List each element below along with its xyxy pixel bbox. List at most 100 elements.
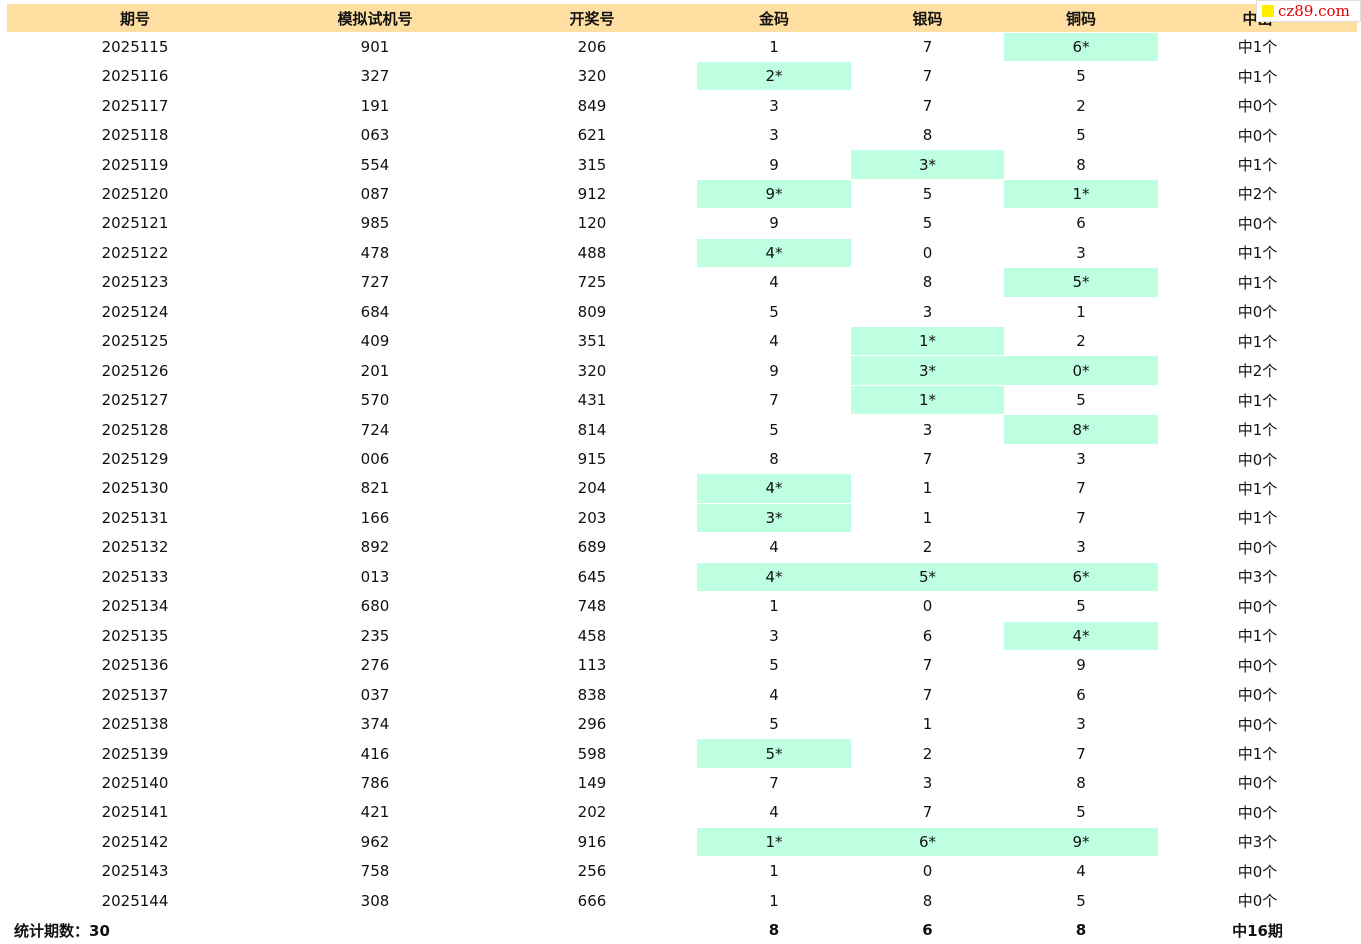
cell: 7 [922,96,933,115]
cell: 7 [922,685,933,704]
cell: 748 [577,597,607,616]
cell: 2025133 [101,567,169,586]
cell: 5 [1076,803,1086,822]
hit-cell: 4* [697,562,851,592]
cell: 7 [922,656,933,675]
cell: 中0个 [1237,126,1278,145]
cell: 684 [360,302,390,321]
cell: 2025118 [101,126,169,145]
hit-cell: 8* [1004,415,1158,444]
cell: 9 [769,155,779,174]
cell: 5 [769,715,779,734]
hit-cell: 5* [697,739,851,768]
cell: 8 [922,891,933,910]
cell: 7 [769,773,779,792]
cell: 037 [360,685,390,704]
cell: 中0个 [1237,715,1278,734]
header-cell: 铜码 [1065,9,1096,28]
cell: 916 [577,832,607,851]
cell: 3 [922,773,933,792]
cell: 2025142 [101,832,169,851]
cell: 中1个 [1237,67,1278,86]
cell: 5 [1076,597,1086,616]
cell: 8 [922,273,933,292]
cell: 2025120 [101,184,169,203]
cell: 4 [769,332,779,351]
cell: 中0个 [1237,597,1278,616]
hit-cell: 9* [1004,827,1158,857]
cell: 2025128 [101,420,169,439]
cell: 809 [577,302,607,321]
cell: 2025123 [101,273,169,292]
cell: 666 [577,891,607,910]
cell: 204 [577,479,607,498]
cell: 2025122 [101,243,169,262]
hit-cell: 0* [1004,356,1158,385]
cell: 7 [1076,508,1086,527]
cell: 235 [360,626,390,645]
cell: 786 [360,773,390,792]
cell: 7 [1076,744,1086,763]
cell: 013 [360,567,390,586]
cell: 6 [1076,685,1086,704]
hit-cell: 4* [1004,621,1158,650]
cell: 554 [360,155,390,174]
cell: 680 [360,597,390,616]
cell: 中1个 [1237,156,1278,175]
cell: 0 [922,243,933,262]
cell: 063 [360,126,390,145]
cell: 3 [922,302,933,321]
cell: 296 [577,715,607,734]
cell: 7 [1076,479,1086,498]
cell: 1 [922,508,933,527]
cell: 中0个 [1237,214,1278,233]
cell: 8 [1076,155,1086,174]
cell: 645 [577,567,607,586]
cell: 中1个 [1237,332,1278,351]
cell: 5 [769,656,779,675]
cell: 320 [577,67,607,86]
cell: 320 [577,361,607,380]
cell: 中0个 [1237,862,1278,881]
cell: 901 [360,37,390,56]
cell: 915 [577,450,607,469]
cell: 3 [1076,450,1086,469]
cell: 7 [769,391,779,410]
cell: 中1个 [1237,745,1278,764]
cell: 3 [1076,538,1086,557]
cell: 2025119 [101,155,169,174]
cell: 中0个 [1237,97,1278,116]
cell: 912 [577,184,607,203]
cell: 8 [769,450,779,469]
cell: 191 [360,96,390,115]
header-cell: 金码 [758,9,789,28]
cell: 5 [1076,891,1086,910]
cell: 3 [922,420,933,439]
cell: 3 [1076,243,1086,262]
hit-cell: 1* [697,827,851,857]
hit-cell: 4* [697,474,851,503]
footer-cell: 6 [922,921,933,940]
cell: 9 [769,214,779,233]
header-cell: 模拟试机号 [337,9,413,28]
cell: 201 [360,361,390,380]
cell: 3 [769,96,779,115]
cell: 849 [577,96,607,115]
cell: 2025137 [101,685,169,704]
hit-cell: 4* [697,238,851,268]
cell: 4 [769,273,779,292]
cell: 2 [922,744,933,763]
cell: 2025138 [101,715,169,734]
cell: 7 [922,67,933,86]
cell: 689 [577,538,607,557]
cell: 814 [577,420,607,439]
cell: 727 [360,273,390,292]
cell: 2025129 [101,450,169,469]
cell: 725 [577,273,607,292]
watermark: cz89.com [1278,2,1350,20]
hit-cell: 3* [697,503,851,533]
cell: 0 [922,597,933,616]
cell: 9 [1076,656,1086,675]
cell: 中0个 [1237,774,1278,793]
